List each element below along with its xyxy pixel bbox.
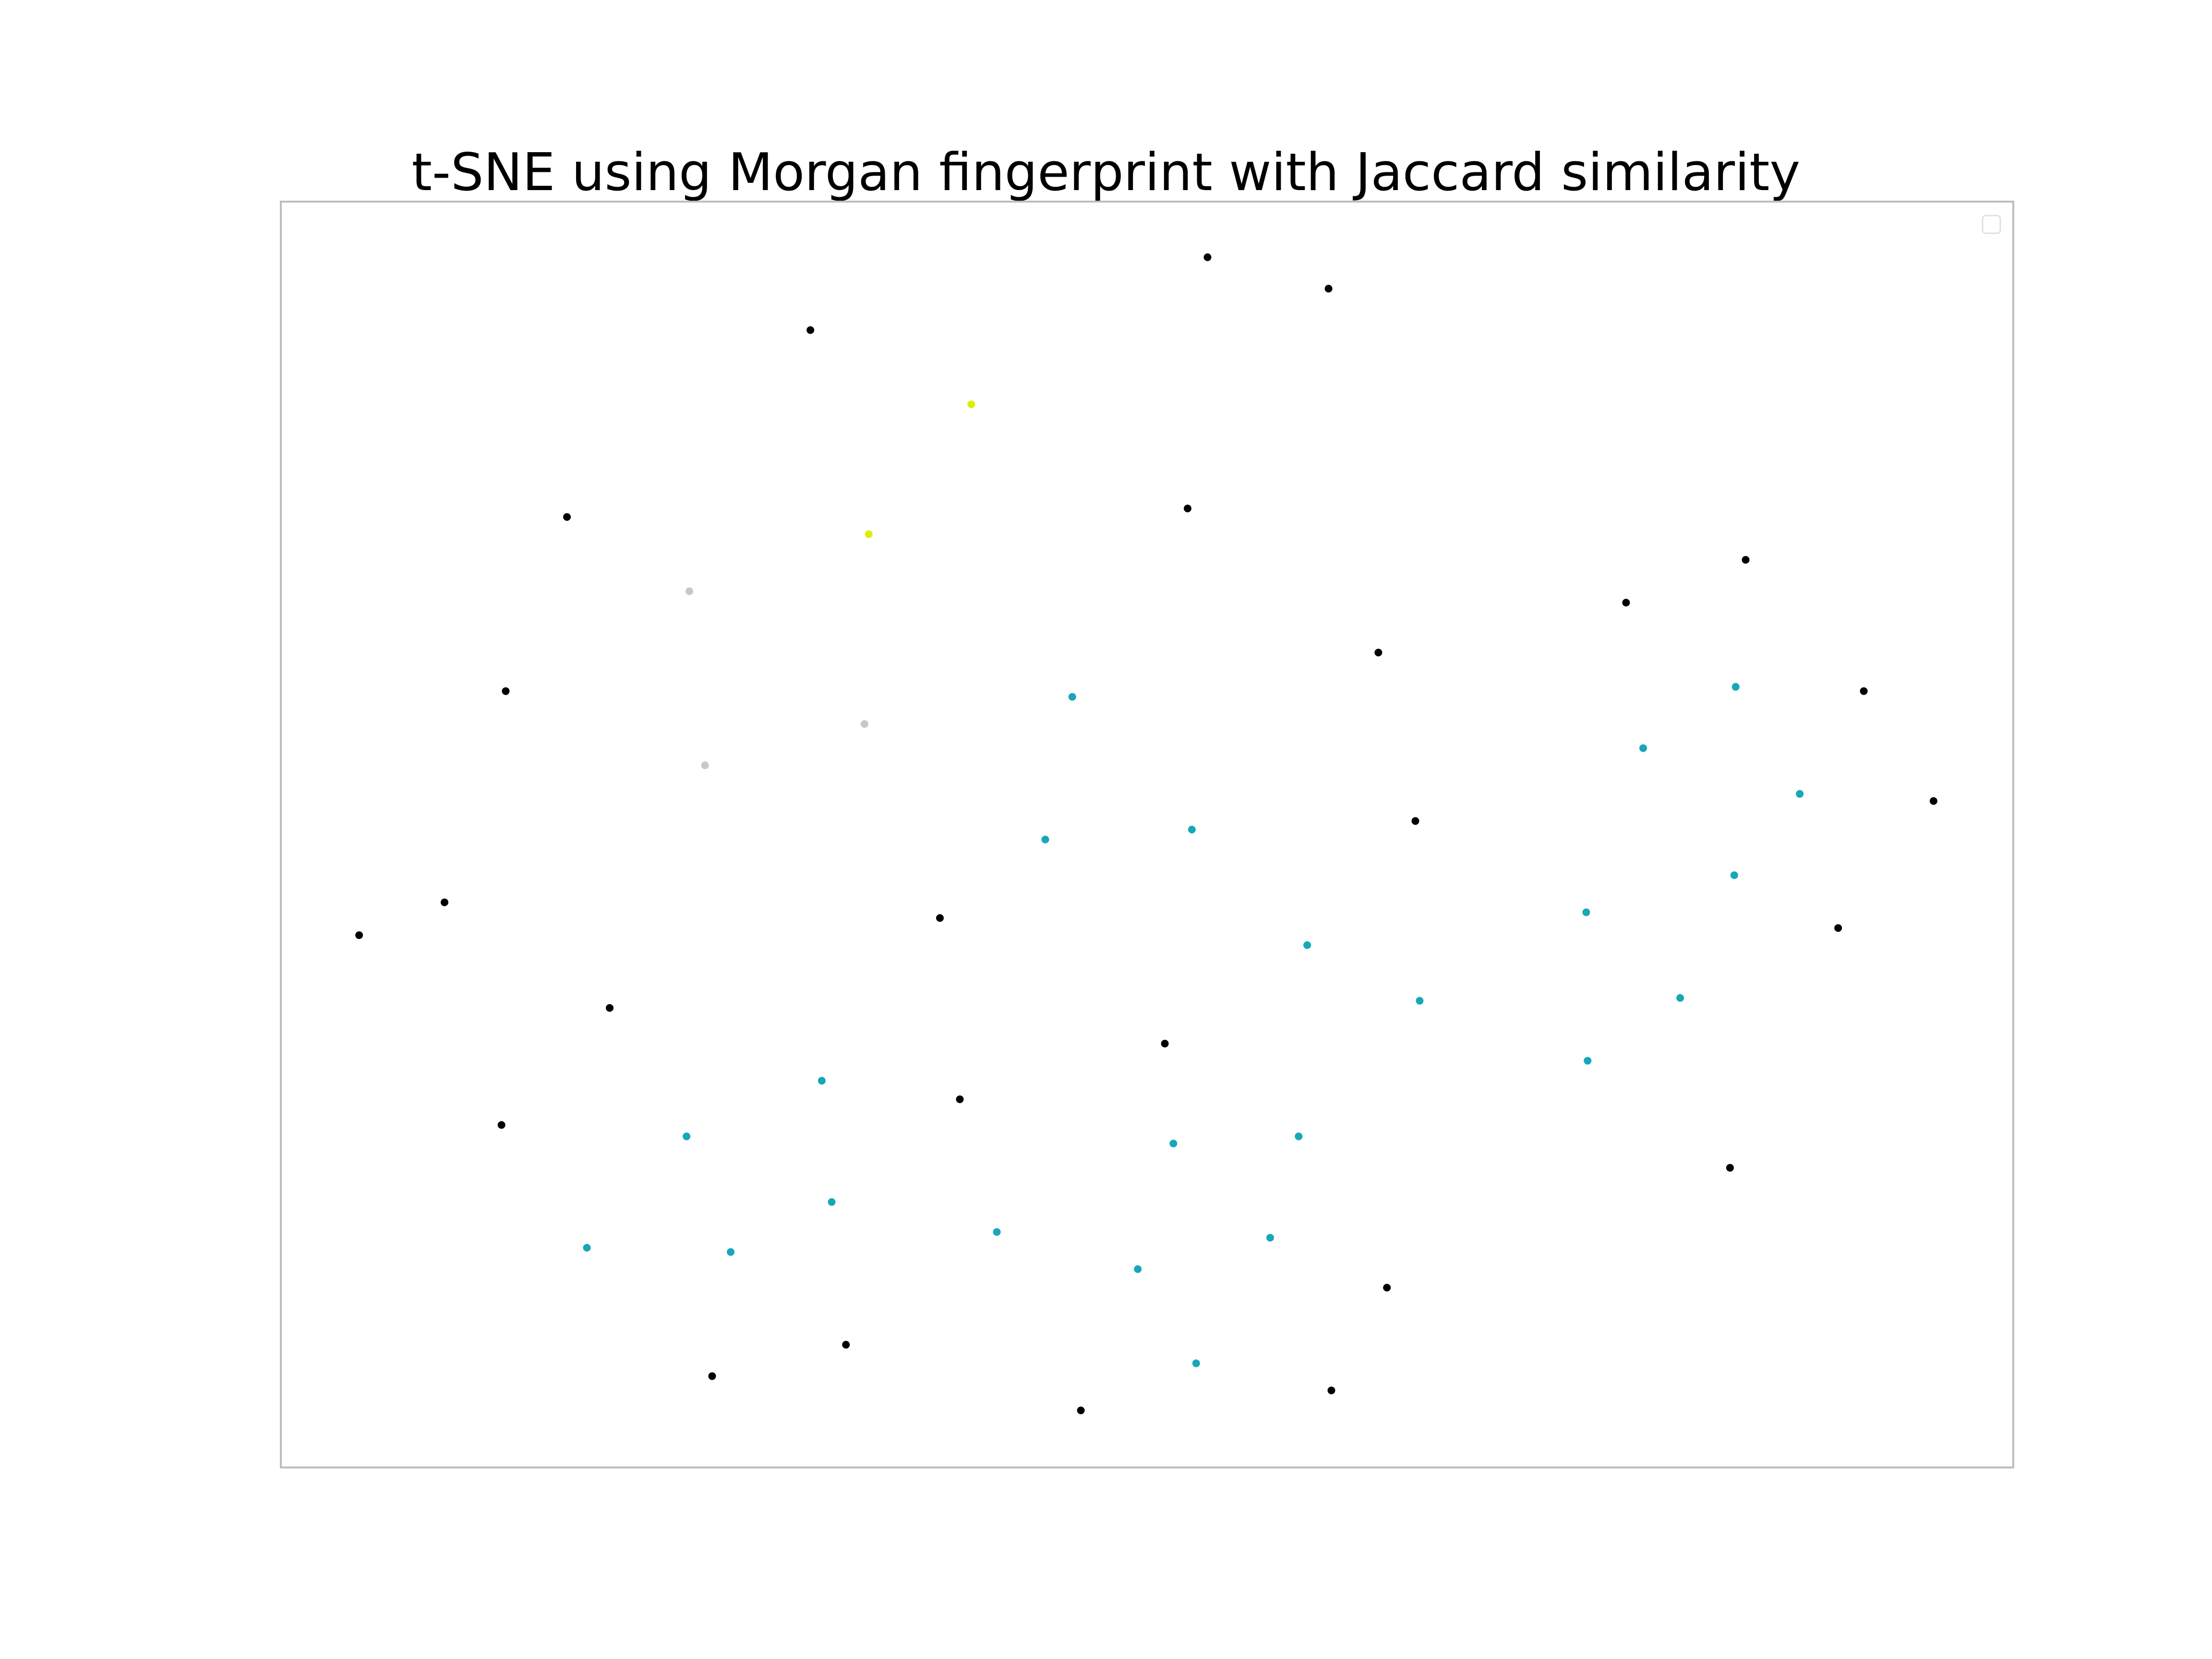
plot-area — [280, 201, 2014, 1468]
scatter-point-black — [1327, 1386, 1335, 1395]
scatter-point-teal — [1134, 1265, 1142, 1273]
scatter-point-teal — [683, 1132, 691, 1141]
scatter-point-black — [502, 687, 510, 695]
scatter-point-teal — [993, 1228, 1001, 1236]
scatter-point-teal — [1676, 994, 1684, 1002]
scatter-point-black — [1161, 1040, 1169, 1047]
scatter-point-gray — [701, 761, 709, 769]
scatter-points — [355, 253, 1937, 1415]
scatter-point-teal — [1192, 1359, 1200, 1367]
scatter-point-teal — [1731, 683, 1740, 691]
scatter-point-black — [956, 1095, 964, 1103]
scatter-point-gray — [860, 720, 868, 728]
scatter-point-teal — [1169, 1140, 1178, 1148]
scatter-point-yellow — [967, 400, 975, 409]
scatter-point-black — [563, 513, 571, 521]
scatter-point-teal — [1584, 1057, 1592, 1065]
scatter-point-teal — [1303, 941, 1311, 949]
empty-legend — [1982, 215, 2001, 234]
scatter-point-teal — [828, 1198, 836, 1206]
scatter-point-teal — [1295, 1132, 1303, 1141]
scatter-point-teal — [1796, 790, 1804, 798]
scatter-point-teal — [817, 1077, 826, 1085]
scatter-point-teal — [1639, 744, 1647, 752]
scatter-point-teal — [1416, 997, 1424, 1005]
scatter-point-teal — [1730, 871, 1738, 879]
scatter-point-black — [1383, 1284, 1391, 1292]
scatter-point-black — [441, 898, 448, 906]
scatter-point-black — [355, 931, 363, 939]
scatter-point-gray — [685, 587, 694, 595]
scatter-point-yellow — [865, 530, 873, 538]
scatter-point-black — [1726, 1164, 1734, 1172]
scatter-point-black — [1622, 599, 1630, 607]
scatter-point-black — [1077, 1407, 1085, 1415]
scatter-point-black — [1411, 817, 1419, 825]
scatter-point-black — [1184, 505, 1191, 513]
scatter-point-teal — [1188, 826, 1196, 834]
scatter-point-teal — [727, 1248, 735, 1256]
scatter-point-black — [806, 326, 815, 334]
scatter-point-black — [708, 1372, 716, 1380]
scatter-point-black — [1834, 924, 1842, 932]
scatter-point-black — [606, 1004, 613, 1012]
scatter-point-black — [1929, 797, 1937, 805]
scatter-point-black — [1203, 253, 1212, 261]
scatter-point-teal — [583, 1244, 591, 1252]
scatter-point-black — [1860, 687, 1868, 695]
scatter-point-teal — [1582, 908, 1590, 916]
scatter-point-teal — [1266, 1234, 1274, 1242]
scatter-point-black — [1742, 556, 1750, 564]
scatter-point-black — [1324, 285, 1333, 293]
scatter-point-teal — [1041, 835, 1049, 843]
scatter-point-black — [1374, 649, 1382, 657]
scatter-point-black — [842, 1341, 850, 1349]
scatter-point-black — [936, 914, 944, 922]
chart-title: t-SNE using Morgan fingerprint with Jacc… — [412, 143, 1801, 203]
scatter-point-teal — [1068, 693, 1076, 701]
scatter-point-black — [497, 1121, 505, 1129]
